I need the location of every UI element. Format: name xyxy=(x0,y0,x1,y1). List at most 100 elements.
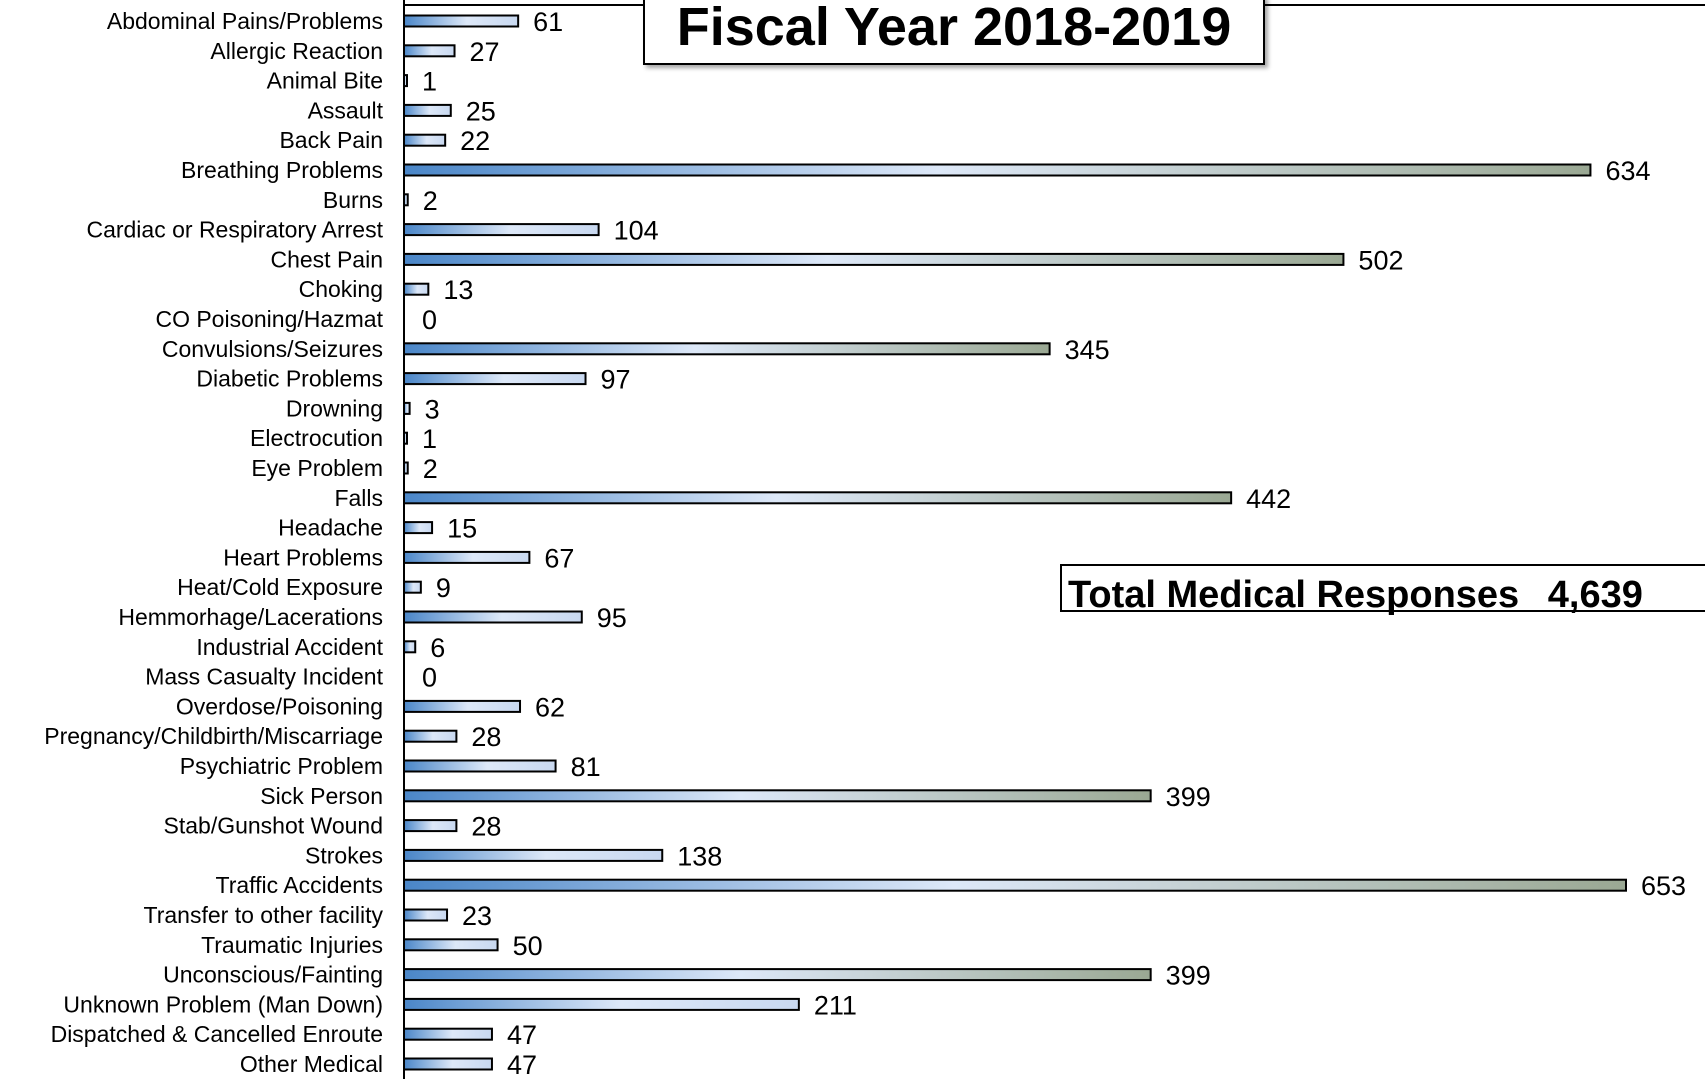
bar-industrial-accident xyxy=(403,640,417,654)
value-label-sick-person: 399 xyxy=(1166,782,1211,812)
value-label-eye-problem: 2 xyxy=(423,454,438,484)
category-label-industrial-accident: Industrial Accident xyxy=(196,634,383,660)
bar-strokes xyxy=(403,848,664,862)
category-label-burns: Burns xyxy=(323,187,383,213)
category-label-breathing-problems: Breathing Problems xyxy=(181,157,383,183)
value-label-chest-pain: 502 xyxy=(1358,245,1403,275)
category-label-transfer-to-other-facility: Transfer to other facility xyxy=(144,902,384,928)
value-label-heart-problems: 67 xyxy=(544,543,574,573)
bar-headache xyxy=(403,521,434,535)
value-label-psychiatric-problem: 81 xyxy=(571,752,601,782)
value-label-burns: 2 xyxy=(423,186,438,216)
value-label-dispatched-cancelled-enroute: 47 xyxy=(507,1020,537,1050)
value-label-heat-cold-exposure: 9 xyxy=(436,573,451,603)
value-label-strokes: 138 xyxy=(677,841,722,871)
category-label-cardiac-or-respiratory-arrest: Cardiac or Respiratory Arrest xyxy=(86,217,383,243)
value-label-animal-bite: 1 xyxy=(422,67,437,97)
value-label-transfer-to-other-facility: 23 xyxy=(462,901,492,931)
category-labels: Abdominal Pains/Problems Allergic Reactio… xyxy=(44,8,383,1077)
bar-allergic-reaction xyxy=(403,44,456,58)
category-label-other-medical: Other Medical xyxy=(240,1051,383,1077)
category-label-choking: Choking xyxy=(299,276,383,302)
category-label-drowning: Drowning xyxy=(286,395,383,421)
value-label-mass-casualty-incident: 0 xyxy=(422,663,437,693)
bar-transfer-to-other-facility xyxy=(403,908,449,922)
category-label-heat-cold-exposure: Heat/Cold Exposure xyxy=(177,574,383,600)
title-box: Fiscal Year 2018-2019 xyxy=(643,0,1265,65)
value-labels: 6127125226342104502130345973124421567995… xyxy=(422,7,1686,1079)
value-label-other-medical: 47 xyxy=(507,1050,537,1079)
total-label: Total Medical Responses 4,639 xyxy=(1068,574,1643,616)
bar-breathing-problems xyxy=(403,163,1592,177)
bar-abdominal-pains-problems xyxy=(403,14,520,28)
category-label-traumatic-injuries: Traumatic Injuries xyxy=(201,932,383,958)
value-label-breathing-problems: 634 xyxy=(1605,156,1650,186)
value-label-cardiac-or-respiratory-arrest: 104 xyxy=(614,216,659,246)
category-label-co-poisoning-hazmat: CO Poisoning/Hazmat xyxy=(155,306,383,332)
bar-cardiac-or-respiratory-arrest xyxy=(403,223,600,237)
bar-diabetic-problems xyxy=(403,372,587,386)
value-label-abdominal-pains-problems: 61 xyxy=(533,7,563,37)
value-label-assault: 25 xyxy=(466,96,496,126)
category-label-hemmorhage-lacerations: Hemmorhage/Lacerations xyxy=(118,604,383,630)
bar-convulsions-seizures xyxy=(403,342,1051,356)
value-label-traffic-accidents: 653 xyxy=(1641,871,1686,901)
bars xyxy=(403,14,1627,1071)
value-label-stab-gunshot-wound: 28 xyxy=(471,812,501,842)
category-label-mass-casualty-incident: Mass Casualty Incident xyxy=(145,664,383,690)
value-label-hemmorhage-lacerations: 95 xyxy=(597,603,627,633)
category-label-stab-gunshot-wound: Stab/Gunshot Wound xyxy=(164,813,384,839)
category-label-electrocution: Electrocution xyxy=(250,425,383,451)
bar-traffic-accidents xyxy=(403,878,1627,892)
category-label-chest-pain: Chest Pain xyxy=(270,246,383,272)
bar-choking xyxy=(403,282,430,296)
bar-falls xyxy=(403,491,1233,505)
total-label-text: Total Medical Responses xyxy=(1068,574,1519,616)
bar-traumatic-injuries xyxy=(403,938,499,952)
bar-assault xyxy=(403,103,452,117)
value-label-falls: 442 xyxy=(1246,484,1291,514)
bar-heat-cold-exposure xyxy=(403,580,422,594)
bar-overdose-poisoning xyxy=(403,699,522,713)
category-label-falls: Falls xyxy=(334,485,383,511)
bar-psychiatric-problem xyxy=(403,759,557,773)
value-label-electrocution: 1 xyxy=(422,424,437,454)
value-label-industrial-accident: 6 xyxy=(430,633,445,663)
bar-dispatched-cancelled-enroute xyxy=(403,1027,493,1041)
total-box: Total Medical Responses 4,639 xyxy=(1060,564,1705,616)
category-label-abdominal-pains-problems: Abdominal Pains/Problems xyxy=(107,8,383,34)
value-label-drowning: 3 xyxy=(425,394,440,424)
bar-unknown-problem-man-down xyxy=(403,997,800,1011)
value-label-allergic-reaction: 27 xyxy=(470,37,500,67)
bar-unconscious-fainting xyxy=(403,968,1152,982)
category-label-heart-problems: Heart Problems xyxy=(223,544,383,570)
category-label-eye-problem: Eye Problem xyxy=(251,455,383,481)
value-label-pregnancy-childbirth-miscarriage: 28 xyxy=(471,722,501,752)
bar-sick-person xyxy=(403,789,1152,803)
category-label-sick-person: Sick Person xyxy=(260,783,383,809)
category-label-pregnancy-childbirth-miscarriage: Pregnancy/Childbirth/Miscarriage xyxy=(44,723,383,749)
category-label-assault: Assault xyxy=(308,97,384,123)
category-label-allergic-reaction: Allergic Reaction xyxy=(210,38,383,64)
category-label-back-pain: Back Pain xyxy=(279,127,383,153)
category-label-strokes: Strokes xyxy=(305,842,383,868)
category-label-headache: Headache xyxy=(278,515,383,541)
value-label-unknown-problem-man-down: 211 xyxy=(814,990,857,1020)
total-value: 4,639 xyxy=(1548,574,1643,616)
category-label-psychiatric-problem: Psychiatric Problem xyxy=(180,753,383,779)
value-label-convulsions-seizures: 345 xyxy=(1065,335,1110,365)
value-label-co-poisoning-hazmat: 0 xyxy=(422,305,437,335)
value-label-overdose-poisoning: 62 xyxy=(535,692,565,722)
category-label-traffic-accidents: Traffic Accidents xyxy=(216,872,383,898)
value-label-choking: 13 xyxy=(443,275,473,305)
chart-title: Fiscal Year 2018-2019 xyxy=(677,0,1231,57)
value-label-diabetic-problems: 97 xyxy=(601,365,631,395)
category-label-diabetic-problems: Diabetic Problems xyxy=(196,366,383,392)
bar-back-pain xyxy=(403,133,447,147)
bar-pregnancy-childbirth-miscarriage xyxy=(403,729,458,743)
value-label-unconscious-fainting: 399 xyxy=(1166,961,1211,991)
category-label-convulsions-seizures: Convulsions/Seizures xyxy=(162,336,383,362)
value-label-back-pain: 22 xyxy=(460,126,490,156)
category-label-unknown-problem-man-down: Unknown Problem (Man Down) xyxy=(63,991,383,1017)
